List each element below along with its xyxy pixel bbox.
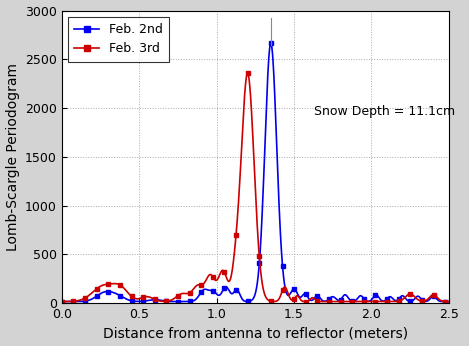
Feb. 3rd [364,300,370,304]
Feb. 2nd [364,299,370,303]
Text: Snow Depth = 11.1cm: Snow Depth = 11.1cm [314,106,455,118]
Feb. 3rd [446,300,452,304]
Feb. 3rd [245,71,250,75]
Feb. 3rd [237,180,242,184]
Feb. 3rd [79,298,84,302]
Feb. 3rd [435,296,440,300]
Feb. 2nd [268,41,273,45]
Feb. 2nd [237,292,242,296]
Feb. 3rd [435,296,441,300]
Feb. 3rd [247,89,253,93]
Y-axis label: Lomb-Scargle Periodogram: Lomb-Scargle Periodogram [6,63,20,251]
Line: Feb. 2nd: Feb. 2nd [60,42,451,303]
Legend: Feb. 2nd, Feb. 3rd: Feb. 2nd, Feb. 3rd [68,17,169,62]
Feb. 2nd [435,298,440,302]
Feb. 2nd [247,299,253,303]
Feb. 3rd [330,300,336,304]
Feb. 2nd [59,300,65,304]
X-axis label: Distance from antenna to reflector (meters): Distance from antenna to reflector (mete… [103,326,408,340]
Line: Feb. 3rd: Feb. 3rd [60,72,451,303]
Feb. 2nd [79,299,84,303]
Feb. 2nd [435,298,440,302]
Feb. 3rd [59,300,65,304]
Feb. 2nd [446,300,452,304]
